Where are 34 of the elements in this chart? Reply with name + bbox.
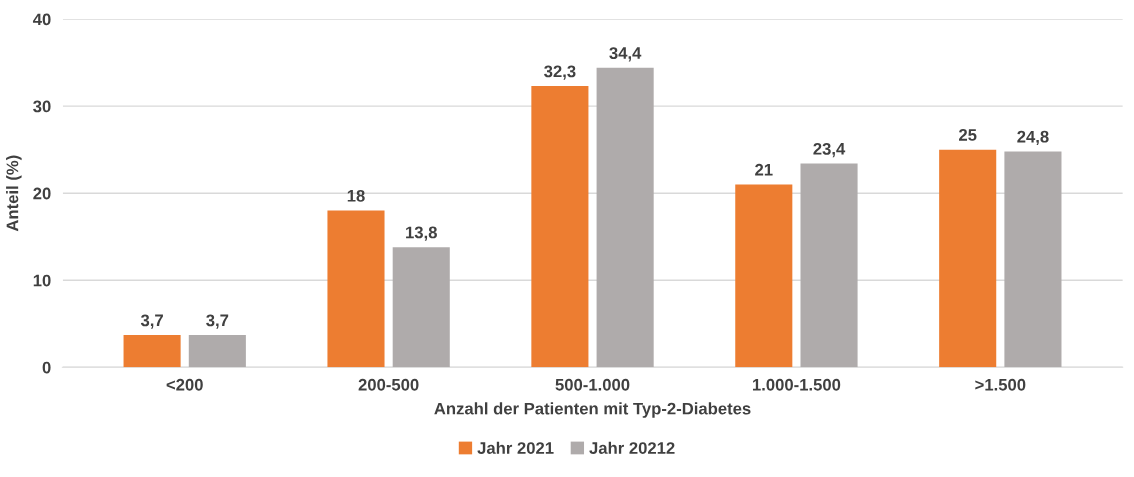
- data-label: 32,3: [544, 65, 576, 80]
- bar: [392, 247, 450, 368]
- legend-label: Jahr 20212: [589, 441, 675, 454]
- bar: [188, 335, 246, 368]
- bar: [1004, 151, 1062, 368]
- data-label: 25: [959, 129, 977, 141]
- x-tick-label: <200: [166, 378, 203, 391]
- y-tick-label: 20: [33, 187, 51, 200]
- y-tick-label: 10: [33, 274, 51, 287]
- data-label: 24,8: [1017, 130, 1049, 145]
- legend-label: Jahr 2021: [477, 441, 554, 454]
- data-label: 18: [347, 189, 365, 202]
- y-axis-title: Anteil (%): [6, 155, 22, 232]
- x-tick-label: 500-1.000: [555, 378, 630, 391]
- data-label: 3,7: [206, 314, 229, 329]
- x-tick-label: 200-500: [358, 378, 419, 391]
- bar: [596, 67, 654, 368]
- y-tick-label: 30: [33, 100, 51, 113]
- data-label: 23,4: [813, 142, 846, 158]
- y-tick-label: 0: [42, 361, 51, 374]
- x-tick-label: 1.000-1.500: [752, 378, 841, 391]
- bar: [800, 163, 858, 368]
- data-label: 21: [755, 163, 773, 176]
- x-tick-label: >1.500: [975, 378, 1026, 391]
- data-label: 34,4: [609, 47, 642, 62]
- x-axis-title: Anzahl der Patienten mit Typ-2-Diabetes: [434, 402, 751, 418]
- bar: [939, 149, 997, 368]
- bar: [123, 335, 181, 368]
- bar: [327, 210, 385, 368]
- y-tick-label: 40: [32, 13, 51, 26]
- bar: [531, 86, 589, 368]
- data-label: 3,7: [140, 314, 163, 329]
- data-label: 13,8: [406, 226, 437, 241]
- bar: [735, 184, 793, 368]
